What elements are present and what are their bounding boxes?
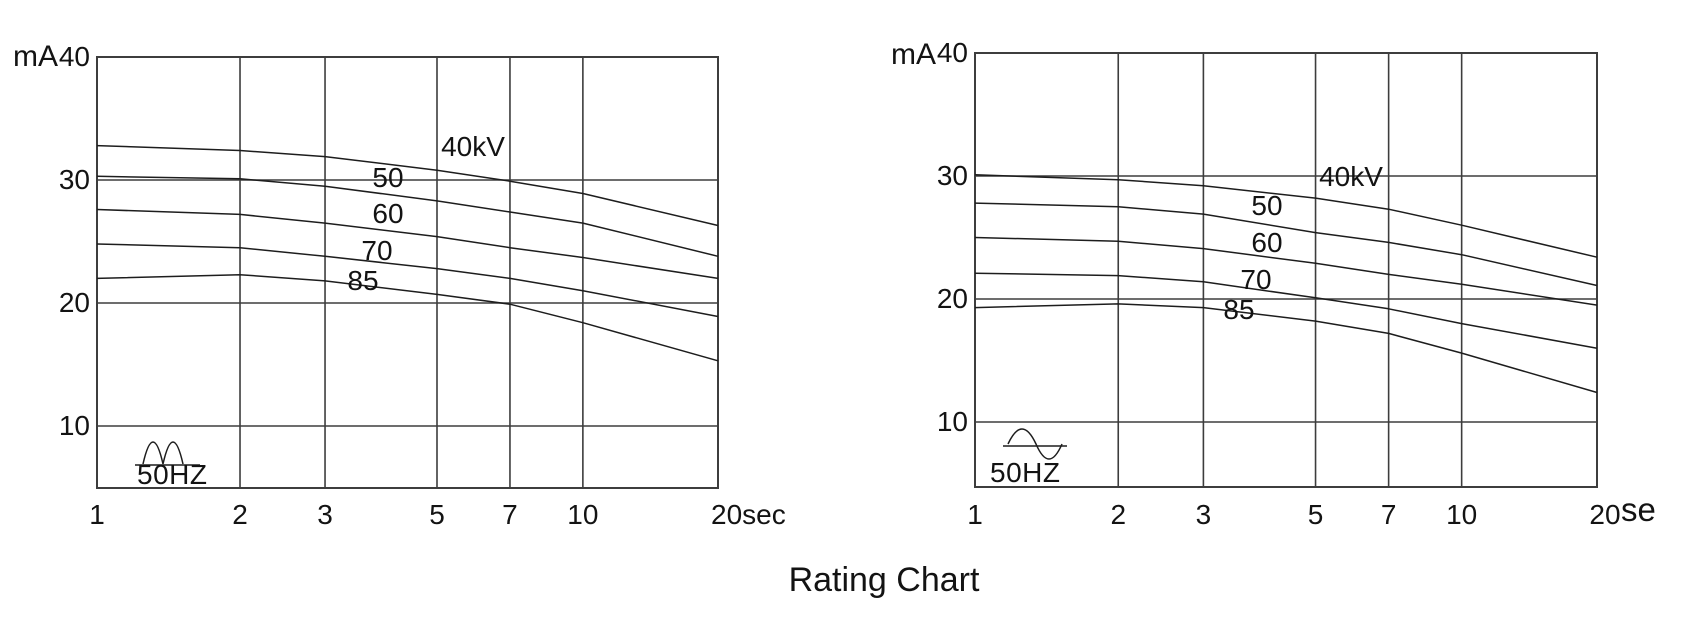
curve-label-85: 85 — [347, 265, 379, 296]
x-tick-label: 10 — [567, 499, 599, 530]
y-tick-label: 30 — [58, 164, 90, 195]
x-tick-label: 1 — [89, 499, 105, 530]
y-tick-label: 10 — [936, 406, 968, 437]
sine-icon — [1003, 428, 1067, 460]
frequency-label: 50HZ — [990, 457, 1061, 488]
y-tick-label: 40 — [58, 41, 90, 72]
x-tick-label: 20 — [1589, 499, 1621, 530]
full-wave-rectified-icon — [135, 441, 200, 466]
curve-85 — [96, 273, 719, 362]
curve-40kV — [96, 144, 719, 227]
x-tick-label: 3 — [1195, 499, 1212, 530]
x-tick-label: 2 — [1110, 499, 1127, 530]
x-tick-label: 2 — [232, 499, 248, 530]
curve-60 — [96, 208, 719, 280]
curve-label-40kV: 40kV — [441, 131, 505, 162]
curve-label-60: 60 — [1251, 227, 1283, 258]
y-tick-label: 20 — [936, 283, 968, 314]
curve-label-50: 50 — [1251, 190, 1283, 221]
y-tick-label: 40 — [936, 37, 968, 68]
curve-40kV — [974, 174, 1598, 258]
x-tick-label: 1 — [967, 499, 983, 530]
curve-70 — [974, 272, 1598, 349]
y-tick-label: 30 — [936, 160, 968, 191]
curve-label-50: 50 — [372, 162, 404, 193]
curve-label-70: 70 — [361, 235, 393, 266]
curve-label-40kV: 40kV — [1319, 161, 1383, 192]
curve-70 — [96, 243, 719, 318]
curve-85 — [974, 303, 1598, 394]
y-tick-label: 10 — [58, 410, 90, 441]
y-axis-unit: mA — [891, 38, 936, 71]
curve-60 — [974, 236, 1598, 306]
x-tick-label: 20sec — [711, 499, 786, 530]
x-tick-label: 5 — [429, 499, 445, 530]
plot-border — [96, 56, 719, 489]
y-axis-unit: mA — [13, 40, 58, 73]
x-tick-label: 7 — [1380, 499, 1397, 530]
y-tick-label: 20 — [58, 287, 90, 318]
curve-label-70: 70 — [1240, 264, 1272, 295]
x-tick-label: 7 — [502, 499, 518, 530]
x-tick-label: 3 — [317, 499, 333, 530]
x-tick-label: 10 — [1446, 499, 1478, 530]
x-axis-unit-suffix: se — [1621, 491, 1656, 528]
curve-label-85: 85 — [1223, 294, 1255, 325]
curve-label-60: 60 — [372, 198, 404, 229]
curve-50 — [96, 175, 719, 258]
curve-50 — [974, 202, 1598, 287]
x-tick-label: 5 — [1307, 499, 1324, 530]
plot-border — [974, 52, 1598, 488]
frequency-label: 50HZ — [137, 459, 208, 490]
page-title: Rating Chart — [788, 561, 980, 599]
